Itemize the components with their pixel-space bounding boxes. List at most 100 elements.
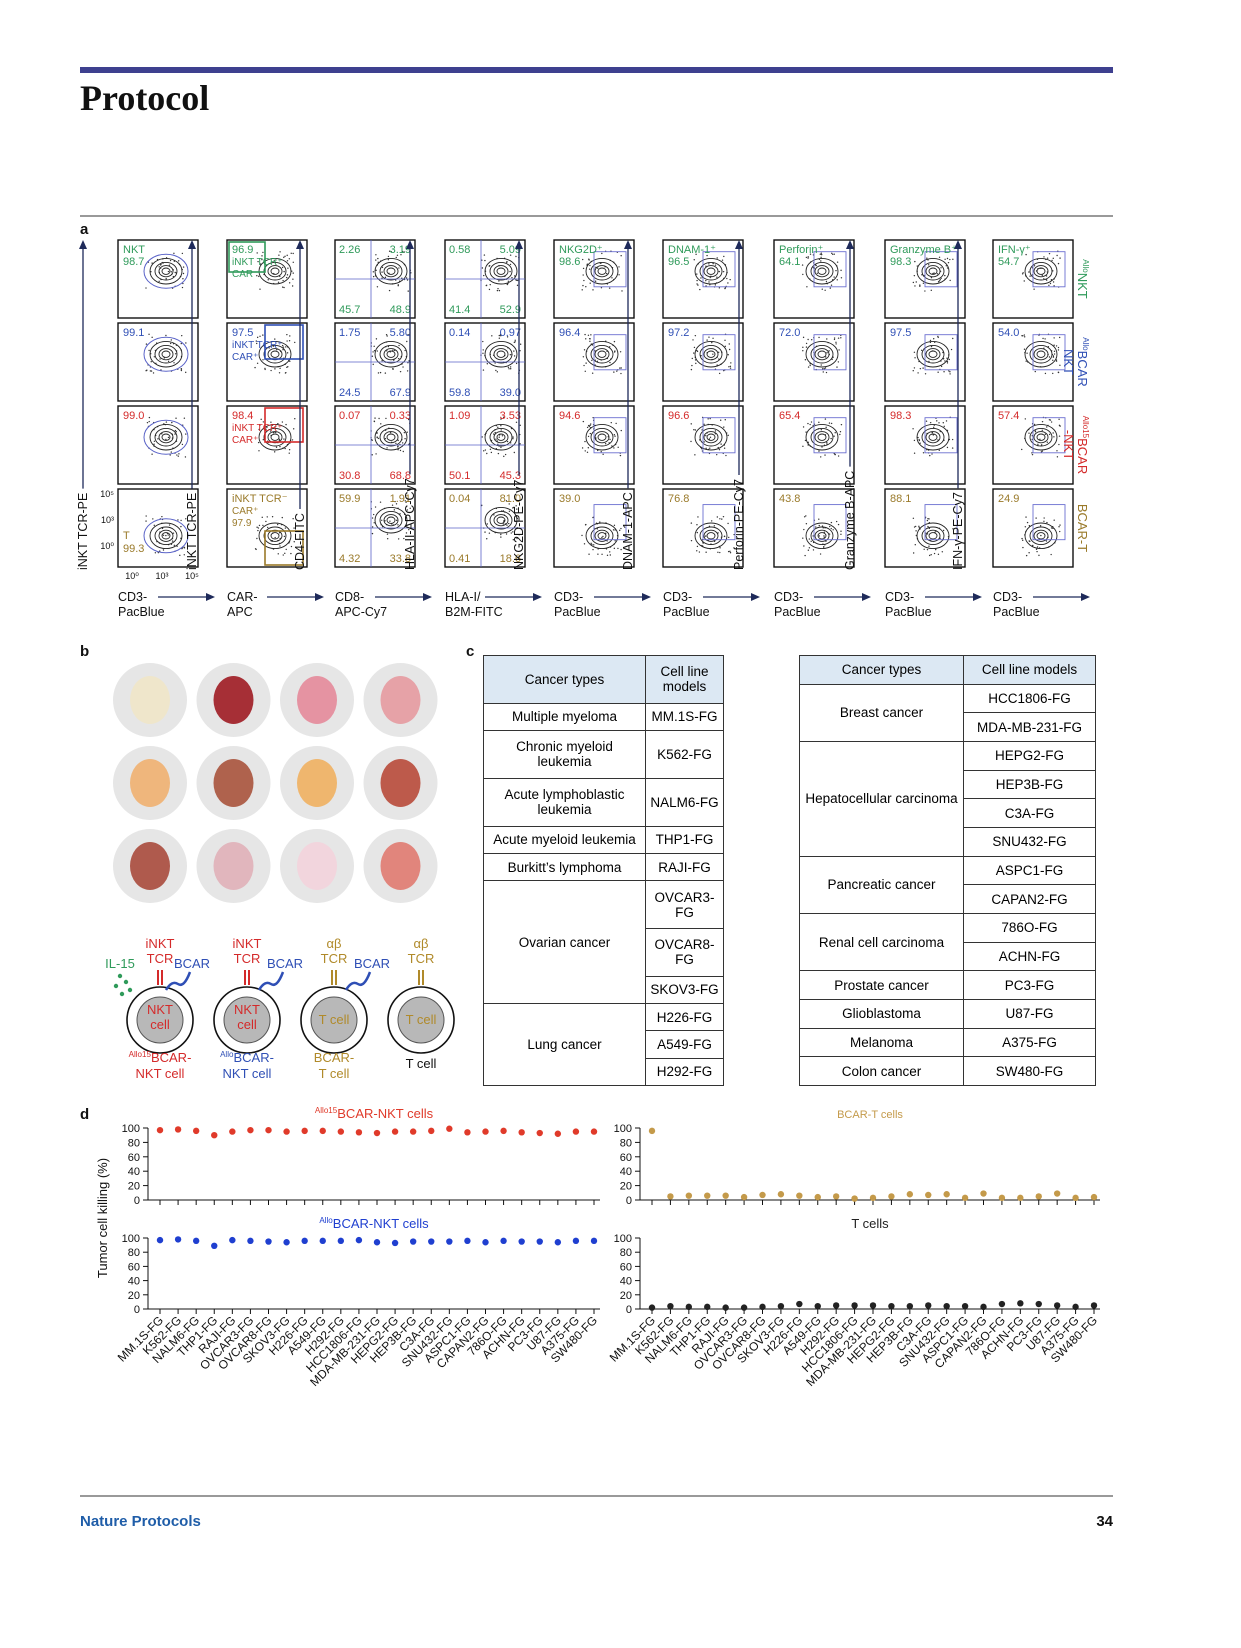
dot <box>156 1236 164 1244</box>
event-dot <box>515 255 517 258</box>
event-dot <box>831 253 834 255</box>
event-dot <box>486 452 488 455</box>
axis-tick-label: 10³ <box>155 571 168 581</box>
event-dot <box>718 358 720 360</box>
event-dot <box>279 545 281 547</box>
dot <box>961 1302 969 1310</box>
dot <box>704 1192 711 1199</box>
x-axis-label: APC-Cy7 <box>335 605 387 619</box>
contour <box>154 261 178 281</box>
contour <box>149 423 183 451</box>
event-dot <box>922 282 925 285</box>
gate-percentage: 45.3 <box>500 470 521 482</box>
contour <box>817 532 827 540</box>
event-dot <box>944 360 946 362</box>
event-dot <box>809 364 811 367</box>
event-dot <box>1044 372 1047 375</box>
x-axis-label: HLA-I/ <box>445 590 481 604</box>
event-dot <box>716 364 718 366</box>
dot <box>704 1303 711 1311</box>
event-dot <box>708 281 710 283</box>
event-dot <box>927 525 929 528</box>
event-dot <box>944 258 946 260</box>
event-dot <box>286 274 289 276</box>
event-dot <box>482 369 485 371</box>
event-dot <box>722 270 725 273</box>
event-dot <box>840 423 843 426</box>
event-dot <box>145 287 147 289</box>
superscript: Allo <box>220 1050 234 1059</box>
y-tick-label: 40 <box>128 1166 140 1178</box>
dot <box>722 1304 729 1311</box>
event-dot <box>818 450 820 452</box>
gate-label: 76.8 <box>668 493 689 505</box>
event-dot <box>602 453 604 456</box>
event-dot <box>372 513 375 516</box>
gate-percentage: 41.4 <box>449 304 470 316</box>
dot <box>1035 1300 1042 1308</box>
event-dot <box>925 420 928 422</box>
event-dot <box>920 349 923 352</box>
event-dot <box>373 345 375 348</box>
dot <box>851 1302 858 1309</box>
event-dot <box>381 277 383 279</box>
event-dot <box>946 362 949 364</box>
event-dot <box>728 536 730 539</box>
event-dot <box>809 423 811 426</box>
gate <box>813 417 847 454</box>
event-dot <box>717 351 720 354</box>
event-dot <box>609 554 611 556</box>
event-dot <box>385 333 388 336</box>
event-dot <box>696 279 698 282</box>
cell-name: T cell <box>406 1012 437 1027</box>
contour <box>386 516 396 524</box>
gate-label: IFN-γ⁺ <box>998 244 1031 256</box>
event-dot <box>385 417 387 420</box>
dot <box>1072 1303 1079 1311</box>
event-dot <box>274 426 276 428</box>
event-dot <box>703 441 705 443</box>
event-dot <box>255 340 258 342</box>
event-dot <box>482 349 484 351</box>
cell-label: NKT cell <box>223 1066 272 1081</box>
event-dot <box>371 355 374 357</box>
event-dot <box>151 262 153 264</box>
contour <box>267 348 283 361</box>
event-dot <box>1038 554 1040 557</box>
contour <box>484 506 518 534</box>
event-dot <box>836 279 838 281</box>
event-dot <box>273 451 276 453</box>
contour <box>594 265 610 278</box>
event-dot <box>375 259 377 261</box>
event-dot <box>146 421 149 424</box>
event-dot <box>805 256 808 259</box>
event-dot <box>497 426 499 429</box>
event-dot <box>951 447 954 449</box>
event-dot <box>373 349 376 352</box>
event-dot <box>258 524 261 527</box>
event-dot <box>277 422 279 425</box>
dot <box>482 1128 489 1135</box>
y-axis-label: NKG2D-PE-Cy7 <box>512 480 526 570</box>
event-dot <box>826 442 828 444</box>
contour <box>928 267 938 275</box>
event-dot <box>824 367 827 369</box>
dot <box>409 1238 417 1245</box>
event-dot <box>1023 336 1026 338</box>
contour <box>1029 261 1053 281</box>
event-dot <box>614 540 616 542</box>
event-dot <box>718 270 721 273</box>
contour <box>590 427 614 447</box>
event-dot <box>804 554 806 557</box>
event-dot <box>271 516 274 518</box>
gate <box>702 417 736 454</box>
event-dot <box>395 519 398 522</box>
event-dot <box>282 349 284 351</box>
event-dot <box>832 529 834 531</box>
event-dot <box>728 343 730 345</box>
event-dot <box>696 273 698 275</box>
event-dot <box>177 455 180 457</box>
gate-label: 97.5 <box>232 327 253 339</box>
event-dot <box>613 434 616 436</box>
event-dot <box>397 538 400 540</box>
